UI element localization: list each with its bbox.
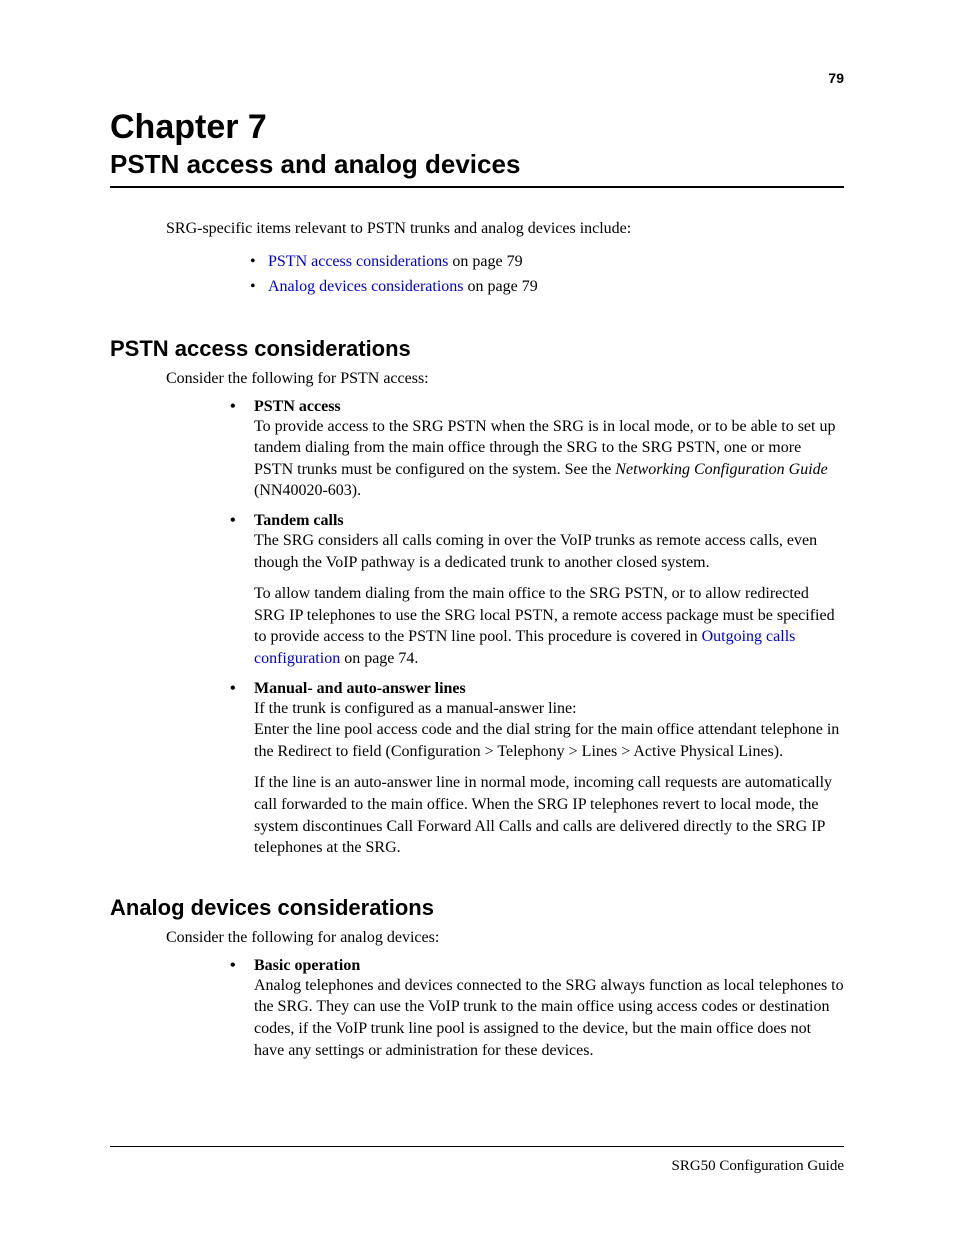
item-body: The SRG considers all calls coming in ov… [254,530,844,573]
italic-title: Networking Configuration Guide [615,461,827,478]
toc-item: PSTN access considerations on page 79 [250,250,844,275]
list-item: PSTN access To provide access to the SRG… [230,398,844,502]
pstn-bullet-list: PSTN access To provide access to the SRG… [230,398,844,859]
item-paragraph: To allow tandem dialing from the main of… [254,583,844,669]
item-body: Analog telephones and devices connected … [254,975,844,1061]
chapter-title: PSTN access and analog devices [110,149,844,180]
item-title: Manual- and auto-answer lines [254,680,844,698]
intro-text: SRG-specific items relevant to PSTN trun… [166,220,844,238]
chapter-label: Chapter 7 [110,108,844,147]
item-body: If the trunk is configured as a manual-a… [254,698,844,763]
toc-link-analog[interactable]: Analog devices considerations [268,278,464,295]
footer-rule [110,1146,844,1147]
section-intro: Consider the following for PSTN access: [166,370,844,388]
body-text: (NN40020-603). [254,482,361,499]
item-paragraph: If the line is an auto-answer line in no… [254,772,844,858]
section-heading-analog: Analog devices considerations [110,895,844,921]
toc-list: PSTN access considerations on page 79 An… [250,250,844,300]
section-intro: Consider the following for analog device… [166,929,844,947]
toc-suffix: on page 79 [448,253,522,270]
chapter-header: Chapter 7 PSTN access and analog devices [110,108,844,188]
item-title: Basic operation [254,957,844,975]
item-body: To provide access to the SRG PSTN when t… [254,416,844,502]
page-number: 79 [828,70,844,86]
toc-suffix: on page 79 [464,278,538,295]
item-title: Tandem calls [254,512,844,530]
analog-bullet-list: Basic operation Analog telephones and de… [230,957,844,1061]
toc-item: Analog devices considerations on page 79 [250,275,844,300]
item-title: PSTN access [254,398,844,416]
list-item: Manual- and auto-answer lines If the tru… [230,680,844,859]
list-item: Tandem calls The SRG considers all calls… [230,512,844,670]
footer-text: SRG50 Configuration Guide [672,1158,845,1175]
section-heading-pstn: PSTN access considerations [110,336,844,362]
list-item: Basic operation Analog telephones and de… [230,957,844,1061]
toc-link-pstn[interactable]: PSTN access considerations [268,253,448,270]
body-text: on page 74. [340,650,418,667]
